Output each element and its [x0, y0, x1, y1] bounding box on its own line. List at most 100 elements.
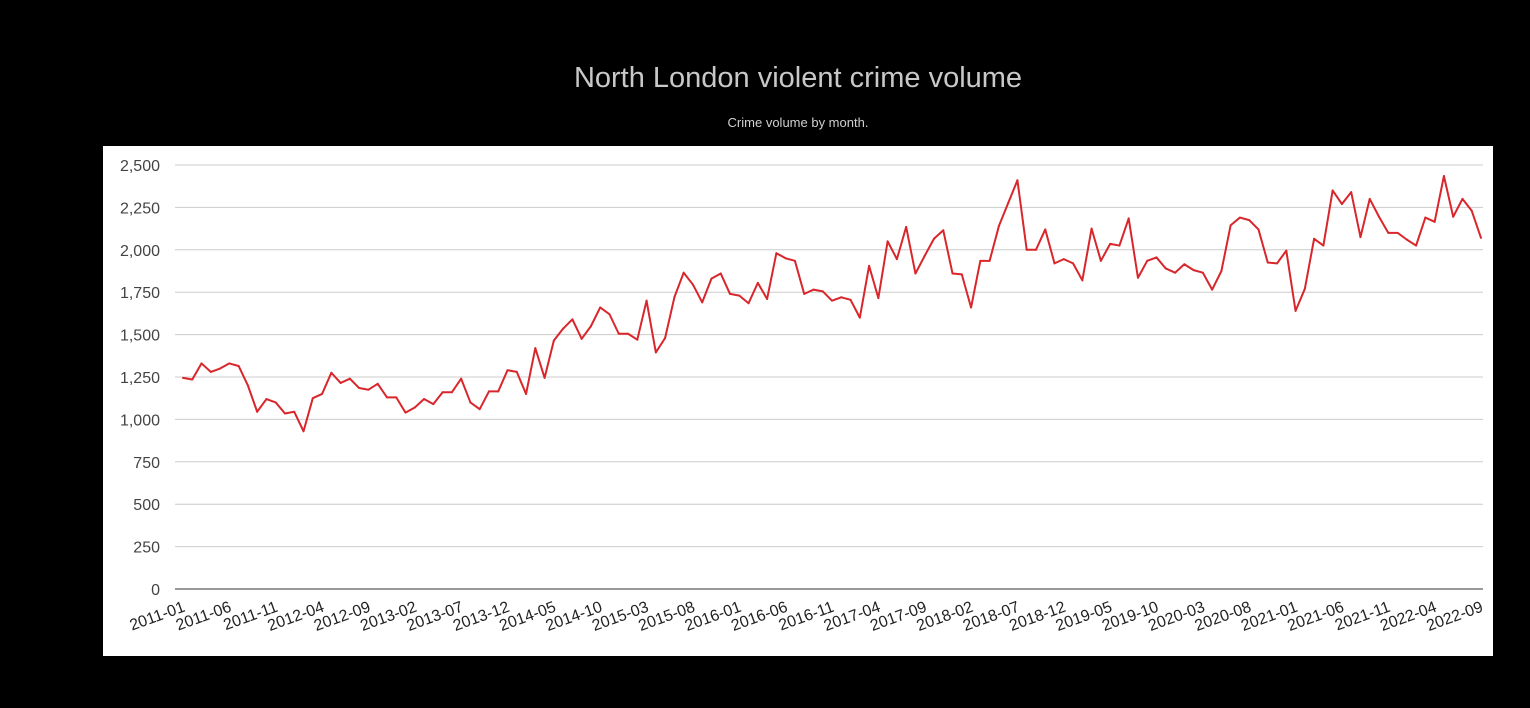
data-point	[589, 325, 592, 328]
y-tick-label: 750	[133, 455, 160, 472]
data-point	[766, 297, 769, 300]
data-point	[1081, 279, 1084, 282]
y-tick-label: 0	[151, 582, 160, 599]
data-point	[1211, 288, 1214, 291]
data-point	[1034, 248, 1037, 251]
data-point	[302, 430, 305, 433]
data-point	[1016, 179, 1019, 182]
series-layer	[182, 175, 1482, 433]
data-point	[432, 403, 435, 406]
data-point	[1303, 287, 1306, 290]
data-point	[645, 299, 648, 302]
data-point	[1109, 242, 1112, 245]
data-point	[664, 336, 667, 339]
data-point	[1433, 220, 1436, 223]
data-point	[970, 306, 973, 309]
data-point	[1238, 216, 1241, 219]
data-point	[747, 302, 750, 305]
y-tick-label: 1,750	[120, 285, 160, 302]
data-point	[200, 362, 203, 365]
data-point	[942, 229, 945, 232]
data-point	[1146, 259, 1149, 262]
y-tick-label: 1,000	[120, 412, 160, 429]
data-point	[951, 272, 954, 275]
data-point	[1266, 261, 1269, 264]
data-point	[1248, 219, 1251, 222]
data-point	[246, 384, 249, 387]
data-point	[283, 412, 286, 415]
y-tick-label: 1,500	[120, 328, 160, 345]
data-point	[636, 338, 639, 341]
data-point	[905, 225, 908, 228]
data-point	[219, 367, 222, 370]
data-point	[1387, 231, 1390, 234]
data-point	[1118, 244, 1121, 247]
data-point	[534, 347, 537, 350]
y-tick-label: 500	[133, 497, 160, 514]
data-point	[209, 370, 212, 373]
data-point	[1405, 238, 1408, 241]
data-point	[1007, 202, 1010, 205]
data-point	[617, 332, 620, 335]
data-point	[1062, 258, 1065, 261]
data-point	[423, 398, 426, 401]
data-point	[803, 292, 806, 295]
data-point	[256, 410, 259, 413]
data-point	[1192, 269, 1195, 272]
data-point	[599, 306, 602, 309]
data-point	[673, 296, 676, 299]
data-point	[988, 259, 991, 262]
data-point	[1136, 276, 1139, 279]
data-point	[1378, 215, 1381, 218]
y-tick-label: 2,000	[120, 243, 160, 260]
data-point	[1331, 189, 1334, 192]
data-point	[831, 299, 833, 302]
series-line	[182, 175, 1482, 433]
data-point	[450, 391, 453, 394]
data-point	[1322, 244, 1325, 247]
data-point	[932, 237, 935, 240]
data-point	[997, 225, 1000, 228]
data-point	[654, 351, 657, 354]
data-point	[1350, 191, 1353, 194]
data-point	[627, 332, 630, 335]
data-point	[1424, 216, 1427, 219]
data-point	[719, 272, 722, 275]
data-point	[877, 297, 880, 300]
data-point	[923, 254, 926, 257]
data-point	[738, 294, 741, 297]
data-point	[729, 292, 732, 295]
data-point	[1340, 203, 1343, 206]
data-point	[367, 388, 370, 391]
data-point	[1470, 209, 1473, 212]
data-point	[385, 396, 388, 399]
data-point	[1294, 309, 1297, 312]
data-point	[1025, 248, 1028, 251]
data-point	[756, 281, 759, 284]
data-point	[293, 410, 296, 413]
data-point	[868, 264, 871, 267]
data-point	[413, 406, 416, 409]
data-point	[1127, 217, 1130, 220]
y-tick-label: 250	[133, 540, 160, 557]
data-point	[1201, 271, 1204, 274]
y-axis-ticks: 0 250 500 750 1,000 1,250 1,500 1,750 2,000 2,250…	[120, 158, 160, 599]
data-point	[682, 271, 685, 274]
data-point	[506, 369, 509, 372]
data-point	[191, 378, 194, 381]
data-point	[441, 391, 444, 394]
chart-title: North London violent crime volume	[573, 62, 1023, 94]
data-point	[701, 301, 704, 304]
data-point	[784, 257, 787, 260]
data-point	[1183, 263, 1186, 266]
data-point	[1257, 228, 1260, 231]
data-point	[562, 327, 565, 330]
data-point	[237, 364, 240, 367]
data-point	[580, 337, 583, 340]
data-point	[1368, 197, 1371, 200]
data-point	[1174, 271, 1177, 274]
data-point	[1072, 262, 1075, 265]
data-point	[525, 392, 528, 395]
data-point	[274, 401, 277, 404]
data-point	[1313, 237, 1316, 240]
